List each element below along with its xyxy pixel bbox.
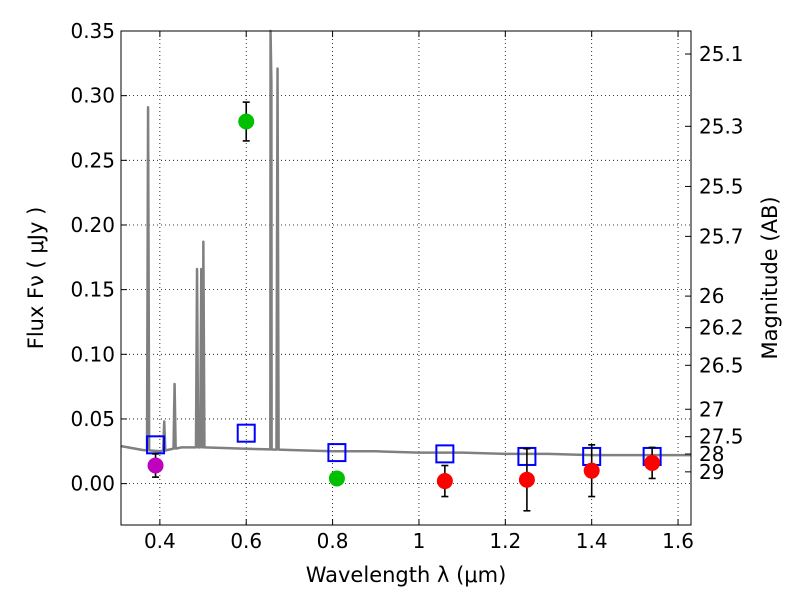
right-tick-label: 29	[699, 460, 724, 484]
right-tick-label: 25.1	[699, 42, 744, 66]
right-tick-label: 25.3	[699, 114, 744, 138]
y-axis-right-label: Magnitude (AB)	[758, 196, 782, 359]
plot-frame	[120, 30, 692, 526]
model-photometry-square	[327, 443, 347, 463]
right-tick-label: 26.5	[699, 353, 744, 377]
x-tick-label: 0.8	[317, 529, 349, 553]
x-tick-label: 1	[413, 529, 426, 553]
observed-photometry-point	[583, 462, 600, 479]
right-tick-label: 25.5	[699, 174, 744, 198]
model-spectrum-line	[120, 29, 691, 457]
observed-photometry-point	[518, 471, 535, 488]
x-tick-label: 1.6	[662, 529, 694, 553]
x-tick-label: 1.2	[489, 529, 521, 553]
observed-photometry-point	[436, 473, 453, 490]
x-tick-label: 0.6	[230, 529, 262, 553]
model-photometry-square	[435, 444, 455, 464]
x-tick-label: 1.4	[576, 529, 608, 553]
x-tick-label: 0.4	[144, 529, 176, 553]
y-tick-label: 0.35	[70, 19, 115, 43]
right-tick-label: 26.2	[699, 316, 744, 340]
plot-layer	[120, 29, 691, 512]
y-tick-label: 0.10	[70, 342, 115, 366]
y-tick-label: 0.25	[70, 148, 115, 172]
right-tick-label: 26	[699, 284, 724, 308]
model-photometry-square	[236, 423, 256, 443]
right-tick-label: 28	[699, 442, 724, 466]
y-tick-label: 0.05	[70, 407, 115, 431]
right-tick-label: 27.5	[699, 425, 744, 449]
observed-photometry-point	[147, 457, 164, 474]
right-tick-label: 25.7	[699, 224, 744, 248]
y-tick-label: 0.00	[70, 472, 115, 496]
x-axis-label: Wavelength λ (μm)	[306, 563, 507, 587]
y-axis-label: Flux Fν ( μJy )	[24, 207, 48, 350]
tick-layer: 0.4 0.6 0.8 1 1.2 1.4 1.6 0.00 0.05 0.10 0.15 0.20 0…	[70, 19, 743, 553]
y-tick-label: 0.30	[70, 84, 115, 108]
y-tick-label: 0.15	[70, 278, 115, 302]
observed-photometry-point	[238, 113, 255, 130]
grid-layer	[121, 30, 691, 525]
right-tick-label: 27	[699, 397, 724, 421]
observed-photometry-point	[644, 454, 661, 471]
y-tick-label: 0.20	[70, 213, 115, 237]
observed-photometry-point	[328, 470, 345, 487]
